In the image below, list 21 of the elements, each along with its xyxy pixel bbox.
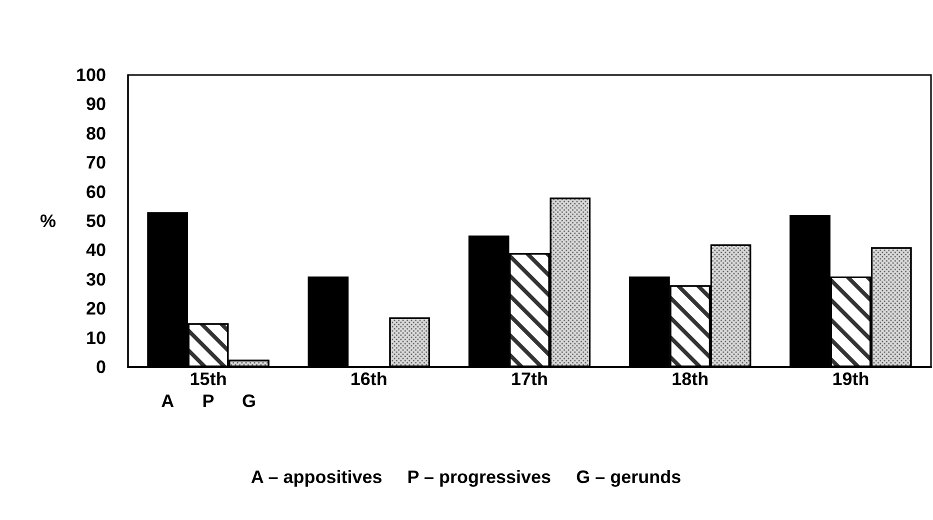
x-tick-label: 17th	[510, 369, 548, 389]
x-tick-label: 18th	[672, 369, 709, 389]
y-tick-label: 50	[86, 211, 106, 231]
y-tick-label: 100	[76, 65, 106, 85]
x-tick-label: 16th	[350, 369, 388, 389]
y-tick-label: 40	[86, 240, 106, 260]
y-tick-label: 20	[86, 298, 106, 319]
series-label: G	[242, 391, 256, 411]
text: A – appositives P – progressives G – gerunds	[250, 467, 682, 487]
y-tick-label: 70	[86, 152, 106, 173]
x-tick-label: 19th	[832, 369, 870, 389]
series-label: A	[161, 391, 174, 411]
y-axis-title: %	[40, 211, 56, 231]
x-tick-label: 15th	[190, 369, 227, 389]
y-tick-label: 80	[86, 123, 106, 144]
y-tick-label: 10	[86, 328, 106, 348]
y-tick-label: 30	[86, 269, 106, 290]
y-tick-label: 60	[86, 182, 106, 202]
y-tick-label: 90	[86, 94, 106, 114]
y-tick-label: 0	[96, 357, 106, 377]
series-label: P	[202, 391, 214, 411]
